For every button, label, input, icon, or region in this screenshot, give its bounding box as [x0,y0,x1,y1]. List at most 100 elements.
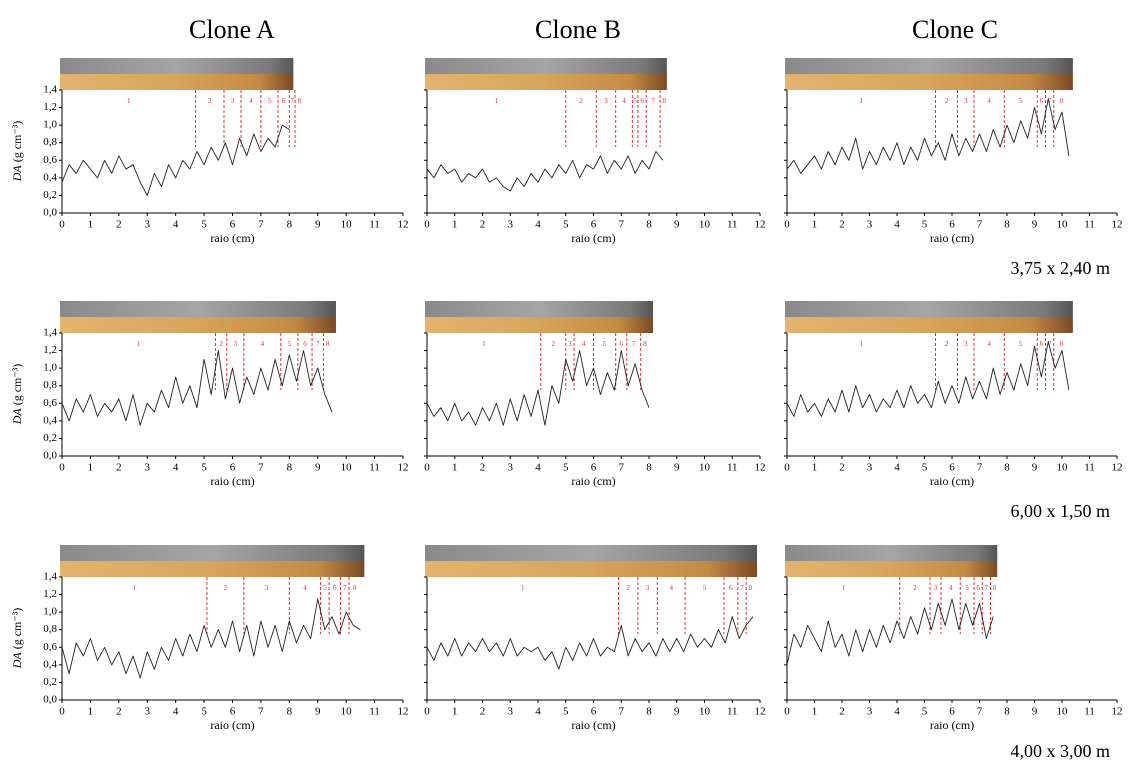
x-tick-label: 2 [480,462,486,474]
column-title: Clone C [912,15,998,44]
density-line [786,341,1070,417]
x-tick-label: 0 [424,462,430,474]
x-tick-label: 9 [315,706,321,718]
x-tick-label: 9 [1032,219,1038,231]
x-tick-label: 6 [949,706,955,718]
ring-label: 4 [669,584,673,592]
y-tick-label: 0,4 [43,658,57,670]
x-tick-label: 10 [699,219,711,231]
x-tick-label: 12 [755,706,766,718]
column-title: Clone A [189,15,275,44]
x-tick-label: 2 [116,219,122,231]
wood-strip [60,317,336,333]
x-tick-label: 3 [145,219,151,231]
y-tick-label: 0,8 [43,136,57,148]
y-tick-label: 0,6 [43,641,57,653]
density-line [426,350,650,426]
x-tick-label: 6 [230,219,236,231]
xray-strip [60,301,336,317]
ring-label: 5 [633,97,637,105]
x-tick-label: 7 [977,706,983,718]
ring-label: 1 [842,584,846,592]
y-label-unit: (g cm⁻³) [10,608,24,650]
x-tick-label: 8 [646,219,652,231]
ring-label: 5 [965,584,969,592]
y-tick-label: 1,2 [43,588,57,600]
x-axis-label: raio (cm) [571,474,615,488]
y-label-var: DA [10,408,24,426]
y-label-unit: (g cm⁻³) [10,121,24,163]
x-tick-label: 1 [452,706,458,718]
x-tick-label: 0 [424,219,430,231]
y-tick-label: 0,4 [43,414,57,426]
ring-label: 2 [552,340,556,348]
y-axis-label: DA (g cm⁻³) [10,121,24,183]
x-tick-label: 8 [287,706,293,718]
ring-label: 8 [353,584,357,592]
ring-label: 8 [298,97,302,105]
column-title: Clone B [535,15,621,44]
ring-label: 5 [1019,97,1023,105]
xray-strip [60,545,365,561]
x-tick-label: 1 [88,462,94,474]
x-tick-label: 7 [619,706,625,718]
x-tick-label: 6 [949,219,955,231]
ring-label: 6 [729,584,733,592]
ring-label: 7 [1048,340,1052,348]
x-tick-label: 10 [341,462,353,474]
x-axis-label: raio (cm) [210,474,254,488]
x-tick-label: 2 [480,219,486,231]
ring-label: 4 [261,340,265,348]
x-tick-label: 11 [727,462,738,474]
ring-label: 8 [749,584,753,592]
x-tick-label: 4 [535,706,541,718]
ring-label: 5 [288,340,292,348]
ring-label: 8 [1060,340,1064,348]
row-label: 6,00 x 1,50 m [1010,501,1110,521]
density-line [61,124,290,196]
x-tick-label: 11 [727,706,738,718]
ring-label: 6 [620,340,624,348]
panel: 0 1 2 3 4 5 6 7 8 9 10 11 120,00,20,40,60,81,01,21,4… [10,301,409,488]
x-tick-label: 1 [812,706,818,718]
x-tick-label: 5 [922,462,928,474]
x-tick-label: 5 [201,706,207,718]
ring-label: 8 [993,584,997,592]
x-axis-label: raio (cm) [930,718,974,732]
y-label-unit: (g cm⁻³) [10,364,24,406]
x-axis-label: raio (cm) [571,231,615,245]
x-tick-label: 8 [646,706,652,718]
x-tick-label: 0 [784,706,790,718]
x-tick-label: 10 [699,462,711,474]
ring-label: 8 [326,340,330,348]
ring-label: 3 [646,584,650,592]
x-tick-label: 2 [839,219,845,231]
x-tick-label: 9 [315,219,321,231]
y-tick-label: 1,0 [43,119,57,131]
y-tick-label: 0,2 [43,676,57,688]
xray-strip [785,545,998,561]
ring-label: 4 [987,340,991,348]
x-tick-label: 12 [1112,219,1123,231]
x-tick-label: 10 [1057,706,1069,718]
row-label: 4,00 x 3,00 m [1010,741,1110,761]
xray-strip [785,58,1073,74]
x-tick-label: 2 [116,462,122,474]
x-tick-label: 1 [88,219,94,231]
x-tick-label: 7 [258,706,264,718]
wood-strip [425,74,667,90]
x-tick-label: 0 [784,462,790,474]
x-tick-label: 9 [674,462,680,474]
density-line [786,98,1070,174]
ring-label: 3 [964,97,968,105]
ring-label: 3 [231,97,235,105]
x-tick-label: 6 [230,706,236,718]
x-axis-label: raio (cm) [930,231,974,245]
x-tick-label: 12 [755,219,766,231]
y-tick-label: 0,2 [43,189,57,201]
x-tick-label: 0 [59,219,65,231]
x-tick-label: 12 [398,462,409,474]
ring-label: 3 [234,340,238,348]
wood-strip [785,317,1073,333]
x-tick-label: 6 [591,462,597,474]
